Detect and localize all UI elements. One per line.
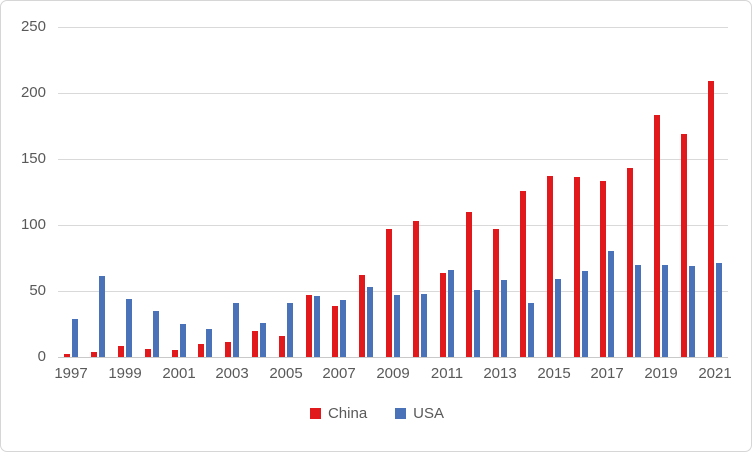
bar-usa-2018 — [635, 265, 641, 357]
bar-china-2000 — [145, 349, 151, 357]
bar-china-2014 — [520, 191, 526, 357]
bar-china-2015 — [547, 176, 553, 357]
bar-china-1997 — [64, 354, 70, 357]
bar-usa-2013 — [501, 280, 507, 357]
bar-usa-2009 — [394, 295, 400, 357]
bar-china-2012 — [466, 212, 472, 357]
bar-china-2017 — [600, 181, 606, 357]
bar-usa-2010 — [421, 294, 427, 357]
x-tick-label-1999: 1999 — [108, 365, 142, 382]
bar-usa-2002 — [206, 329, 212, 357]
bar-china-2021 — [708, 81, 714, 357]
bar-usa-2014 — [528, 303, 534, 357]
bar-china-2018 — [627, 168, 633, 357]
bar-china-2006 — [306, 295, 312, 357]
y-tick-label-150: 150 — [20, 150, 46, 167]
bar-usa-2006 — [314, 296, 320, 357]
gridline-y-250 — [58, 27, 728, 28]
gridline-y-150 — [58, 159, 728, 160]
bar-china-2011 — [440, 273, 446, 357]
y-tick-label-100: 100 — [20, 216, 46, 233]
x-tick-label-2007: 2007 — [322, 365, 356, 382]
bar-china-2001 — [172, 350, 178, 357]
bar-china-2016 — [574, 177, 580, 357]
bar-china-2003 — [225, 342, 231, 357]
bar-usa-2008 — [367, 287, 373, 357]
bar-china-2007 — [332, 306, 338, 357]
bar-usa-2016 — [582, 271, 588, 357]
y-tick-label-50: 50 — [29, 282, 46, 299]
bar-usa-2012 — [474, 290, 480, 357]
bar-usa-2015 — [555, 279, 561, 357]
x-tick-label-2015: 2015 — [537, 365, 571, 382]
legend: China USA — [1, 405, 751, 422]
legend-item-usa: USA — [395, 405, 444, 422]
bar-usa-2011 — [448, 270, 454, 357]
x-tick-label-2019: 2019 — [644, 365, 678, 382]
gridline-y-50 — [58, 291, 728, 292]
x-tick-label-2003: 2003 — [215, 365, 249, 382]
legend-label-china: China — [327, 405, 368, 422]
bar-usa-2003 — [233, 303, 239, 357]
bar-usa-2007 — [340, 300, 346, 357]
bar-usa-1998 — [99, 276, 105, 357]
bar-usa-1997 — [72, 319, 78, 357]
gridline-y-100 — [58, 225, 728, 226]
legend-swatch-usa — [395, 408, 407, 419]
y-tick-label-200: 200 — [20, 84, 46, 101]
bar-usa-2021 — [716, 263, 722, 357]
bar-usa-2004 — [260, 323, 266, 357]
x-tick-label-2009: 2009 — [376, 365, 410, 382]
bar-china-1998 — [91, 352, 97, 357]
bar-usa-1999 — [126, 299, 132, 357]
legend-item-china: China — [309, 405, 368, 422]
bar-usa-2005 — [287, 303, 293, 357]
bar-china-2009 — [386, 229, 392, 357]
bar-usa-2001 — [180, 324, 186, 357]
bar-china-1999 — [118, 346, 124, 357]
y-tick-label-0: 0 — [37, 348, 46, 365]
x-tick-label-2005: 2005 — [269, 365, 303, 382]
gridline-y-0 — [58, 357, 728, 358]
bar-china-2008 — [359, 275, 365, 357]
x-tick-label-1997: 1997 — [54, 365, 88, 382]
y-tick-label-250: 250 — [20, 18, 46, 35]
bar-usa-2017 — [608, 251, 614, 357]
bar-china-2010 — [413, 221, 419, 357]
bar-usa-2020 — [689, 266, 695, 357]
bar-china-2019 — [654, 115, 660, 357]
bar-china-2020 — [681, 134, 687, 357]
legend-label-usa: USA — [413, 405, 445, 422]
gridline-y-200 — [58, 93, 728, 94]
bar-usa-2019 — [662, 265, 668, 357]
x-tick-label-2001: 2001 — [162, 365, 196, 382]
x-tick-label-2011: 2011 — [430, 365, 464, 382]
x-tick-label-2017: 2017 — [590, 365, 624, 382]
x-tick-label-2013: 2013 — [483, 365, 517, 382]
bar-china-2004 — [252, 331, 258, 357]
bar-usa-2000 — [153, 311, 159, 357]
bar-china-2005 — [279, 336, 285, 357]
x-tick-label-2021: 2021 — [698, 365, 732, 382]
bar-china-2002 — [198, 344, 204, 357]
legend-swatch-china — [309, 408, 321, 419]
bar-china-2013 — [493, 229, 499, 357]
